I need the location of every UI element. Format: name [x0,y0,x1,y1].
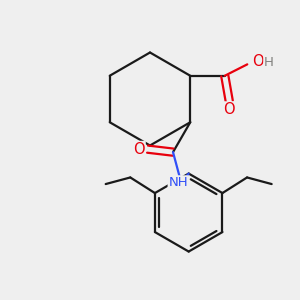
Text: NH: NH [168,176,188,189]
Text: O: O [252,54,263,69]
Text: O: O [133,142,145,157]
Text: H: H [264,56,274,69]
Text: O: O [224,102,235,117]
